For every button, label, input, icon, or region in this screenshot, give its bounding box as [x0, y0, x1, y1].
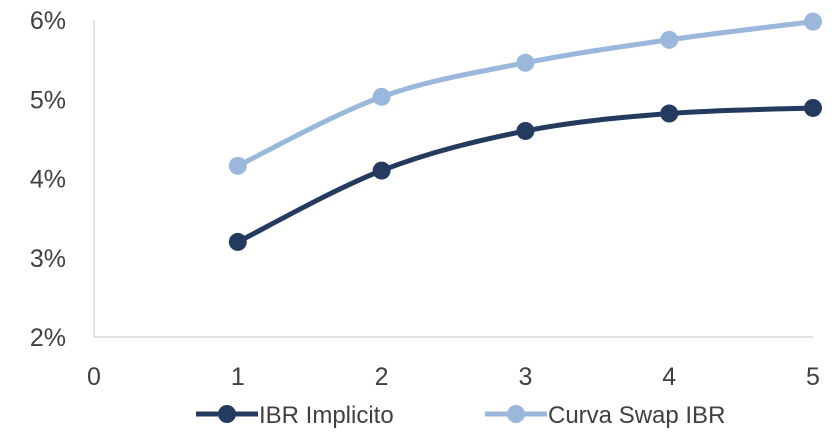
data-point-curva-swap-ibr-4	[660, 30, 679, 49]
series-line-curva-swap-ibr	[235, 19, 816, 169]
x-tick-label: 1	[231, 363, 245, 391]
data-point-ibr-implicito-5	[804, 98, 822, 117]
data-point-ibr-implicito-2	[372, 161, 391, 180]
data-point-ibr-implicito-4	[660, 104, 679, 123]
legend-marker-ibr-implicito	[218, 405, 236, 423]
data-point-ibr-implicito-3	[516, 121, 535, 140]
x-tick-label: 4	[662, 363, 676, 391]
series-curva-swap-ibr	[228, 12, 822, 175]
y-tick-labels: 2% 3% 4% 5% 6%	[30, 7, 66, 352]
x-tick-label: 5	[806, 363, 820, 391]
x-tick-label: 2	[375, 363, 389, 391]
y-tick-label: 5%	[30, 86, 66, 114]
data-point-ibr-implicito-1	[228, 232, 247, 251]
y-tick-label: 2%	[30, 324, 66, 352]
y-tick-label: 4%	[30, 166, 66, 194]
y-tick-label: 3%	[30, 245, 66, 273]
x-tick-labels: 0 1 2 3 4 5	[87, 363, 820, 391]
x-tick-label: 0	[87, 363, 101, 391]
series-ibr-implicito	[228, 98, 822, 251]
legend-item-ibr-implicito: IBR Implicito	[196, 402, 394, 429]
data-point-curva-swap-ibr-3	[516, 53, 535, 72]
legend-label-ibr-implicito: IBR Implicito	[259, 402, 394, 429]
data-point-curva-swap-ibr-1	[228, 156, 247, 175]
axes	[93, 20, 813, 338]
y-tick-label: 6%	[30, 7, 66, 35]
legend-marker-curva-swap-ibr	[507, 405, 525, 423]
data-point-curva-swap-ibr-5	[804, 12, 822, 31]
legend-item-curva-swap-ibr: Curva Swap IBR	[485, 402, 725, 429]
data-point-curva-swap-ibr-2	[372, 87, 391, 106]
series-group	[228, 12, 822, 251]
x-tick-label: 3	[518, 363, 532, 391]
legend-label-curva-swap-ibr: Curva Swap IBR	[548, 402, 725, 429]
legend: IBR Implicito Curva Swap IBR	[196, 402, 725, 429]
